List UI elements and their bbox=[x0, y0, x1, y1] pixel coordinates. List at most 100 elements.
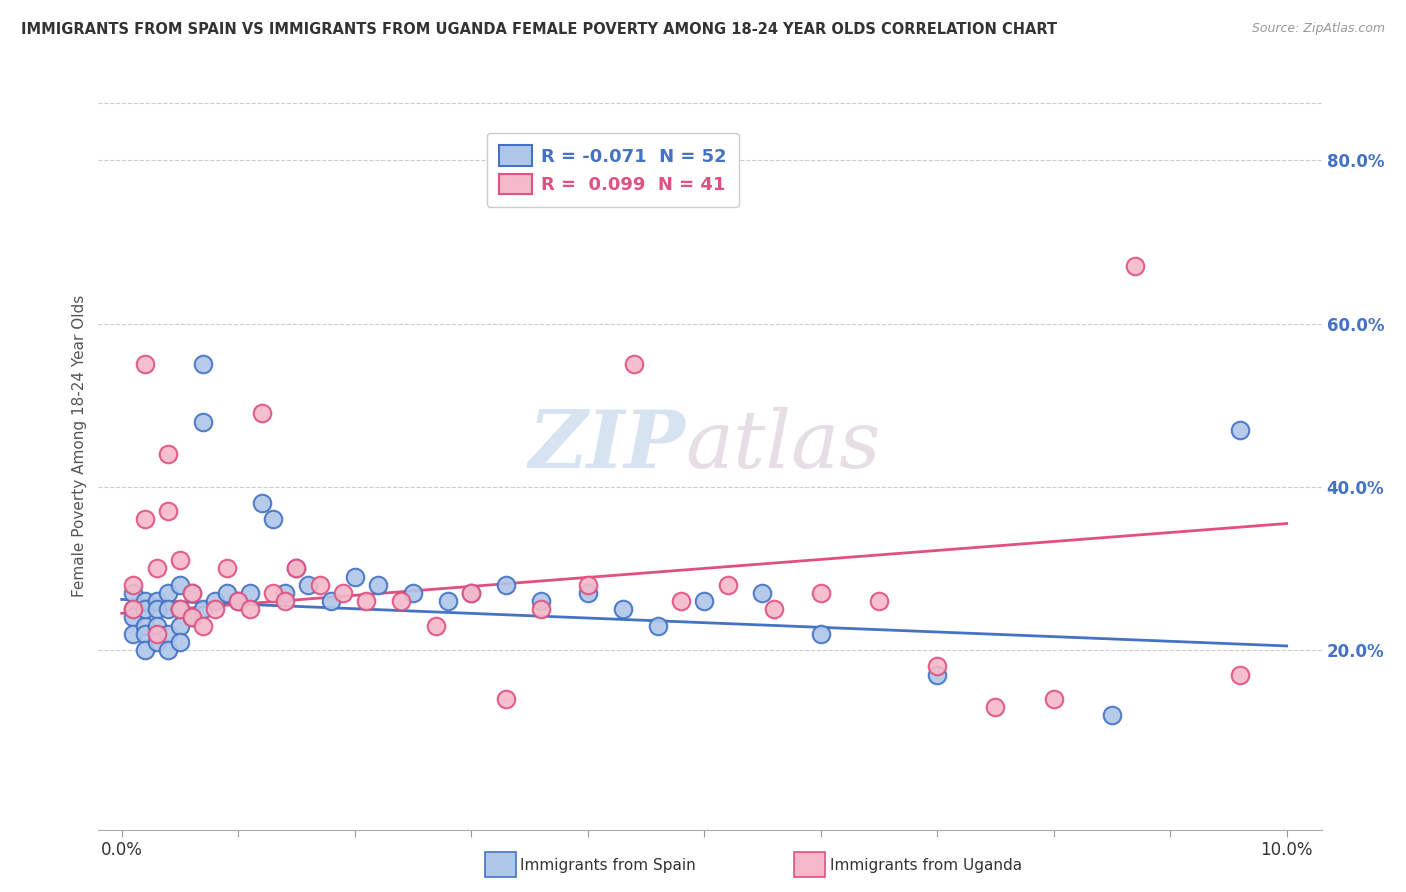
Point bbox=[169, 553, 191, 567]
Point bbox=[1123, 260, 1146, 274]
Point bbox=[389, 594, 412, 608]
Point bbox=[145, 618, 167, 632]
Point bbox=[122, 602, 145, 616]
Point bbox=[145, 594, 167, 608]
Point bbox=[157, 602, 180, 616]
Point bbox=[122, 586, 145, 600]
Point bbox=[193, 358, 215, 372]
Point bbox=[134, 602, 156, 616]
Point bbox=[530, 594, 553, 608]
Point bbox=[1042, 692, 1064, 706]
Point bbox=[169, 602, 191, 616]
Point bbox=[134, 618, 156, 632]
Point bbox=[134, 512, 156, 526]
Text: Immigrants from Uganda: Immigrants from Uganda bbox=[830, 858, 1022, 872]
Point bbox=[285, 561, 308, 575]
Text: atlas: atlas bbox=[686, 408, 882, 484]
Point bbox=[623, 358, 645, 372]
Point bbox=[180, 586, 202, 600]
Point bbox=[1229, 667, 1251, 681]
Point bbox=[763, 602, 786, 616]
Point bbox=[157, 586, 180, 600]
Point bbox=[134, 643, 156, 657]
Point bbox=[367, 578, 389, 592]
Point bbox=[204, 602, 226, 616]
Point bbox=[576, 578, 599, 592]
Point bbox=[437, 594, 460, 608]
Point bbox=[145, 602, 167, 616]
Point bbox=[157, 643, 180, 657]
Point bbox=[297, 578, 319, 592]
Point bbox=[134, 594, 156, 608]
Point bbox=[250, 496, 273, 510]
Point bbox=[122, 610, 145, 624]
Point bbox=[321, 594, 343, 608]
Text: Source: ZipAtlas.com: Source: ZipAtlas.com bbox=[1251, 22, 1385, 36]
Point bbox=[751, 586, 773, 600]
Point bbox=[927, 659, 949, 673]
Point bbox=[204, 594, 226, 608]
Point bbox=[285, 561, 308, 575]
Point bbox=[169, 635, 191, 649]
Point bbox=[495, 578, 517, 592]
Point bbox=[134, 358, 156, 372]
Point bbox=[274, 586, 297, 600]
Point bbox=[145, 635, 167, 649]
Point bbox=[157, 626, 180, 640]
Text: ZIP: ZIP bbox=[529, 408, 686, 484]
Point bbox=[122, 626, 145, 640]
Point bbox=[1229, 423, 1251, 437]
Point bbox=[239, 602, 262, 616]
Point bbox=[157, 504, 180, 518]
Point bbox=[810, 586, 832, 600]
Point bbox=[647, 618, 669, 632]
Point bbox=[180, 610, 202, 624]
Point bbox=[530, 602, 553, 616]
Point bbox=[669, 594, 692, 608]
Point bbox=[180, 586, 202, 600]
Point bbox=[134, 626, 156, 640]
Point bbox=[332, 586, 354, 600]
Point bbox=[262, 586, 284, 600]
Point bbox=[693, 594, 716, 608]
Point bbox=[122, 578, 145, 592]
Point bbox=[1101, 708, 1123, 723]
Text: IMMIGRANTS FROM SPAIN VS IMMIGRANTS FROM UGANDA FEMALE POVERTY AMONG 18-24 YEAR : IMMIGRANTS FROM SPAIN VS IMMIGRANTS FROM… bbox=[21, 22, 1057, 37]
Point bbox=[460, 586, 482, 600]
Point bbox=[402, 586, 425, 600]
Point bbox=[157, 447, 180, 461]
Point bbox=[425, 618, 447, 632]
Point bbox=[984, 700, 1007, 714]
Point bbox=[810, 626, 832, 640]
Point bbox=[122, 602, 145, 616]
Point bbox=[193, 415, 215, 429]
Text: Immigrants from Spain: Immigrants from Spain bbox=[520, 858, 696, 872]
Point bbox=[250, 406, 273, 420]
Point bbox=[215, 586, 238, 600]
Point bbox=[495, 692, 517, 706]
Point bbox=[927, 667, 949, 681]
Point bbox=[145, 626, 167, 640]
Point bbox=[145, 561, 167, 575]
Point bbox=[576, 586, 599, 600]
Point bbox=[716, 578, 738, 592]
Y-axis label: Female Poverty Among 18-24 Year Olds: Female Poverty Among 18-24 Year Olds bbox=[72, 295, 87, 597]
Point bbox=[226, 594, 249, 608]
Point bbox=[868, 594, 890, 608]
Point bbox=[262, 512, 284, 526]
Point bbox=[274, 594, 297, 608]
Point bbox=[169, 602, 191, 616]
Point bbox=[193, 602, 215, 616]
Point bbox=[343, 569, 366, 583]
Point bbox=[356, 594, 378, 608]
Point bbox=[308, 578, 330, 592]
Point bbox=[226, 594, 249, 608]
Legend: R = -0.071  N = 52, R =  0.099  N = 41: R = -0.071 N = 52, R = 0.099 N = 41 bbox=[486, 133, 740, 207]
Point bbox=[239, 586, 262, 600]
Point bbox=[180, 610, 202, 624]
Point bbox=[612, 602, 634, 616]
Point bbox=[169, 618, 191, 632]
Point bbox=[215, 561, 238, 575]
Point bbox=[460, 586, 482, 600]
Point bbox=[193, 618, 215, 632]
